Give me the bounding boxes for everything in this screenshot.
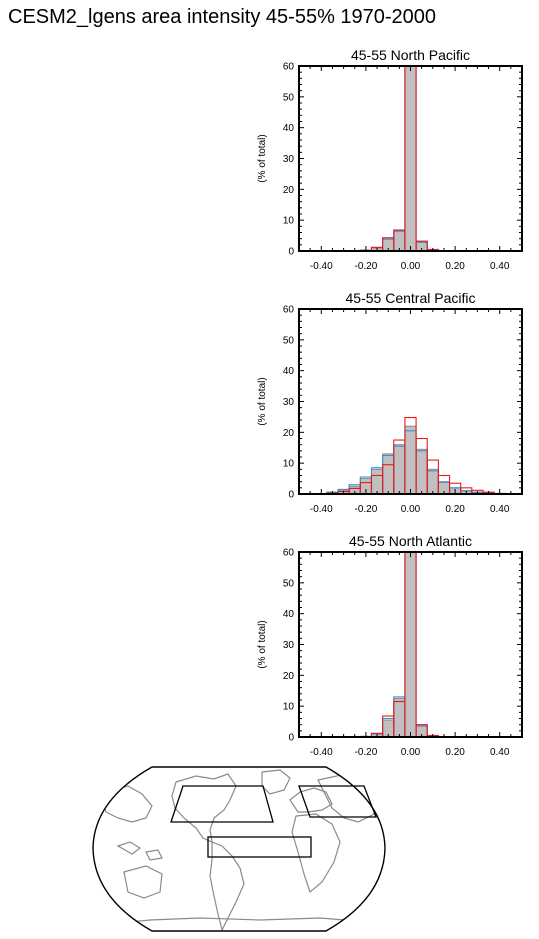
y-tick-label: 10: [283, 702, 295, 713]
y-axis-label: (% of total): [257, 620, 268, 668]
y-axis-label: (% of total): [257, 377, 268, 425]
x-tick-label: 0.00: [401, 504, 421, 515]
y-tick-label: 30: [283, 640, 295, 651]
y-tick-label: 40: [283, 609, 295, 620]
y-tick-label: 10: [283, 459, 295, 470]
y-tick-label: 30: [283, 397, 295, 408]
x-tick-label: -0.20: [355, 261, 378, 272]
panel-title: 45-55 North Pacific: [351, 47, 470, 63]
y-tick-label: 0: [288, 490, 294, 501]
panel-title: 45-55 North Atlantic: [349, 533, 472, 549]
map-border: [92, 766, 386, 932]
x-tick-label: -0.40: [310, 504, 333, 515]
x-tick-label: 0.20: [445, 261, 465, 272]
histogram-bar: [404, 552, 417, 737]
x-tick-label: 0.40: [490, 747, 510, 758]
x-tick-label: 0.40: [490, 504, 510, 515]
region-box-north-atlantic: [298, 785, 377, 818]
page-title: CESM2_lgens area intensity 45-55% 1970-2…: [8, 6, 437, 28]
y-tick-label: 0: [288, 733, 294, 744]
y-tick-label: 10: [283, 216, 295, 227]
y-tick-label: 40: [283, 123, 295, 134]
histogram-bar: [404, 66, 417, 251]
y-tick-label: 60: [283, 62, 295, 73]
y-tick-label: 20: [283, 428, 295, 439]
chart-panel-1: 0 10 20 30 40 50 60 -0.40 -0.20 0.00 0.20 0.40 45-55…: [257, 47, 523, 272]
y-axis-label: (% of total): [257, 134, 268, 182]
panel-title: 45-55 Central Pacific: [346, 290, 476, 306]
y-tick-label: 30: [283, 154, 295, 165]
region-box-north-pacific: [170, 785, 274, 823]
x-tick-label: 0.00: [401, 261, 421, 272]
region-box-central-pacific: [207, 836, 312, 858]
chart-panel-3: 0 10 20 30 40 50 60 -0.40 -0.20 0.00 0.20 0.40 45-55…: [257, 533, 523, 758]
x-tick-label: -0.20: [355, 504, 378, 515]
x-tick-label: -0.40: [310, 261, 333, 272]
chart-panel-2: 0 10 20 30 40 50 60 -0.40 -0.20 0.00 0.20 0.40 45-55…: [257, 290, 523, 515]
coastlines: [101, 769, 383, 931]
y-tick-label: 50: [283, 335, 295, 346]
y-tick-label: 40: [283, 366, 295, 377]
histogram-bar: [415, 724, 428, 737]
x-tick-label: 0.00: [401, 747, 421, 758]
x-tick-label: -0.20: [355, 747, 378, 758]
y-tick-label: 50: [283, 92, 295, 103]
y-tick-label: 60: [283, 548, 295, 559]
x-tick-label: 0.20: [445, 747, 465, 758]
y-tick-label: 60: [283, 305, 295, 316]
y-tick-label: 20: [283, 185, 295, 196]
y-tick-label: 20: [283, 671, 295, 682]
x-tick-label: -0.40: [310, 747, 333, 758]
y-tick-label: 50: [283, 578, 295, 589]
y-tick-label: 0: [288, 247, 294, 258]
x-tick-label: 0.40: [490, 261, 510, 272]
x-tick-label: 0.20: [445, 504, 465, 515]
